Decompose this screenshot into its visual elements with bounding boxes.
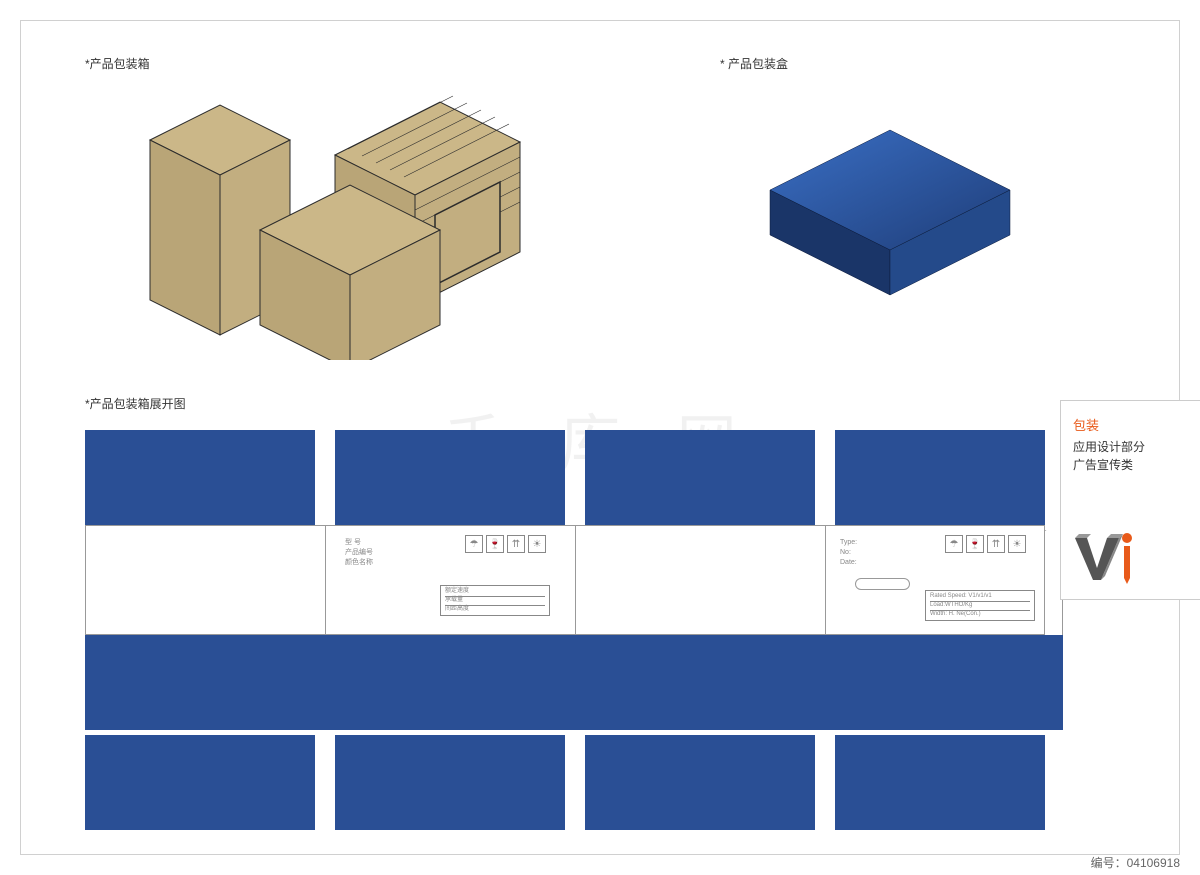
label-small-box: * 产品包装盒: [720, 55, 788, 72]
info-left-r3: 间距高度: [445, 605, 545, 614]
serial-number: 编号：04106918: [1091, 854, 1180, 871]
blue-box-svg: [740, 120, 1040, 320]
label-crate: *产品包装箱: [85, 55, 150, 72]
symbol-row-left: ☂ 🍷 ⇈ ☀: [465, 535, 546, 553]
sun-icon: ☀: [1008, 535, 1026, 553]
side-panel: 包装 应用设计部分 广告宣传类: [1060, 400, 1200, 600]
flap-top-2: [335, 430, 565, 525]
info-box-right: Rated Speed: V1/v1/v1 Load:WTHO/Kg Width…: [925, 590, 1035, 621]
side-line2: 广告宣传类: [1073, 456, 1188, 474]
serial-label: 编号：: [1091, 856, 1127, 870]
flap-top-1: [85, 430, 315, 525]
flap-top-4: [835, 430, 1045, 525]
flap-bot-3: [585, 735, 815, 830]
umbrella-icon: ☂: [945, 535, 963, 553]
info-right-r1: Rated Speed: V1/v1/v1: [930, 593, 1030, 601]
dieline: 型 号 产品编号 颜色名称 ☂ 🍷 ⇈ ☀ 额定速度 承载量 间距高度 Type…: [85, 430, 1045, 830]
blue-band: [85, 635, 1063, 730]
umbrella-icon: ☂: [465, 535, 483, 553]
vi-logo: [1073, 530, 1143, 585]
fold-line-3: [825, 525, 826, 635]
flap-bot-2: [335, 735, 565, 830]
info-box-left: 额定速度 承载量 间距高度: [440, 585, 550, 616]
fold-line-1: [325, 525, 326, 635]
iso-cardboard-group: [110, 80, 530, 360]
flap-bot-1: [85, 735, 315, 830]
glass-icon: 🍷: [966, 535, 984, 553]
glass-icon: 🍷: [486, 535, 504, 553]
arrows-icon: ⇈: [987, 535, 1005, 553]
info-left-r2: 承载量: [445, 596, 545, 605]
sun-icon: ☀: [528, 535, 546, 553]
side-line1: 应用设计部分: [1073, 438, 1188, 456]
info-right-r2: Load:WTHO/Kg: [930, 601, 1030, 610]
field-right-3: Date:: [840, 558, 1040, 568]
cardboard-boxes-svg: [110, 80, 530, 360]
side-title: 包装: [1073, 415, 1188, 434]
info-right-r3: Width: H. Ne(Con.): [930, 610, 1030, 619]
iso-blue-box: [740, 120, 1040, 320]
symbol-row-right: ☂ 🍷 ⇈ ☀: [945, 535, 1026, 553]
fold-line-2: [575, 525, 576, 635]
flap-bot-4: [835, 735, 1045, 830]
info-left-r1: 额定速度: [445, 588, 545, 596]
handle-slot: [855, 578, 910, 590]
serial-value: 04106918: [1127, 856, 1180, 870]
field-left-3: 颜色名称: [345, 558, 565, 568]
flap-top-3: [585, 430, 815, 525]
label-dieline: *产品包装箱展开图: [85, 395, 186, 412]
arrows-icon: ⇈: [507, 535, 525, 553]
